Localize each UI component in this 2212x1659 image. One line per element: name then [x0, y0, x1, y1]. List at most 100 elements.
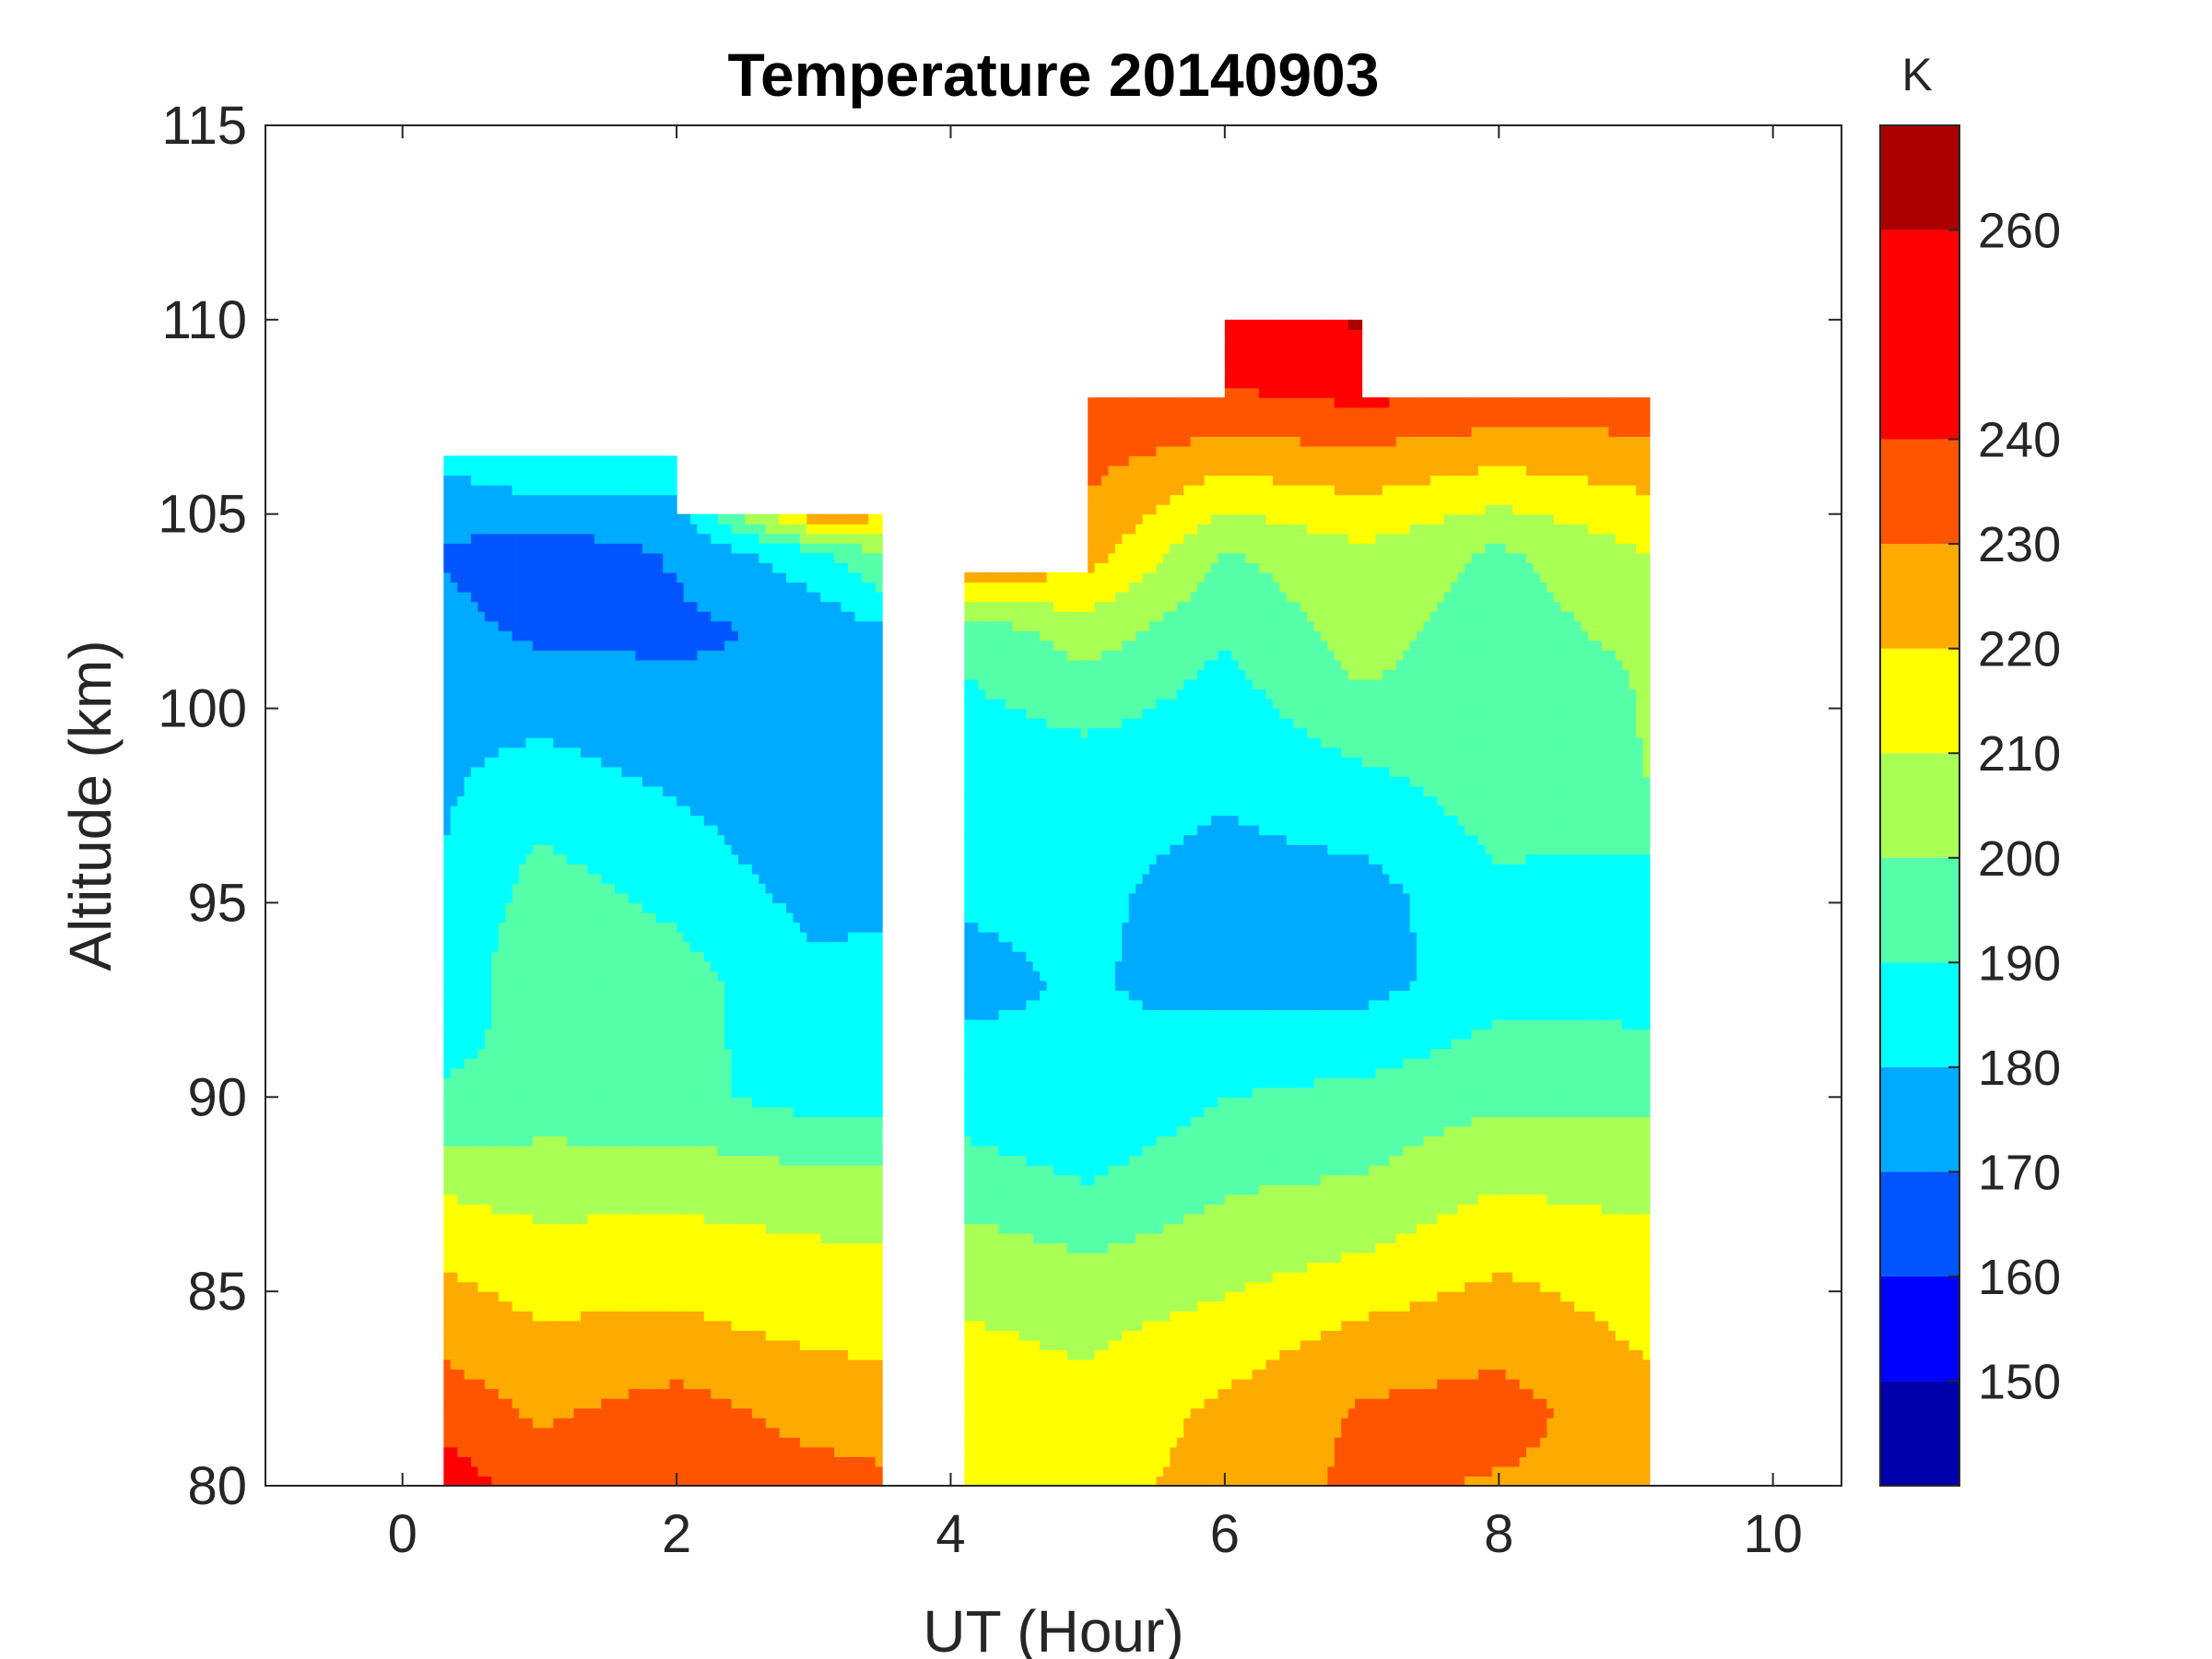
temperature-cell	[649, 1418, 657, 1429]
temperature-cell	[669, 1398, 677, 1409]
temperature-cell	[539, 1262, 547, 1273]
temperature-cell	[711, 795, 719, 806]
temperature-cell	[471, 1058, 479, 1069]
temperature-cell	[641, 1369, 650, 1380]
temperature-cell	[587, 806, 595, 817]
temperature-cell	[491, 571, 500, 583]
temperature-cell	[607, 1330, 616, 1341]
temperature-cell	[587, 718, 595, 729]
temperature-cell	[655, 533, 664, 544]
temperature-cell	[484, 737, 492, 748]
temperature-cell	[731, 902, 739, 913]
temperature-cell	[711, 1476, 719, 1486]
temperature-cell	[498, 699, 506, 710]
temperature-cell	[581, 892, 589, 904]
temperature-cell	[621, 941, 629, 952]
temperature-cell	[635, 727, 643, 738]
temperature-cell	[738, 1465, 747, 1477]
temperature-cell	[759, 678, 767, 690]
temperature-cell	[484, 1097, 492, 1108]
temperature-cell	[464, 834, 472, 845]
temperature-cell	[635, 1009, 643, 1020]
temperature-cell	[484, 1456, 492, 1467]
temperature-cell	[745, 1398, 753, 1409]
temperature-cell	[505, 571, 513, 583]
temperature-cell	[573, 1184, 582, 1195]
temperature-cell	[443, 1174, 452, 1185]
temperature-cell	[765, 844, 773, 855]
temperature-cell	[443, 571, 452, 583]
temperature-cell	[484, 1437, 492, 1448]
temperature-cell	[498, 592, 506, 603]
temperature-cell	[484, 1213, 492, 1224]
temperature-cell	[683, 1106, 691, 1117]
temperature-cell	[697, 873, 705, 884]
temperature-cell	[581, 990, 589, 1001]
temperature-cell	[711, 806, 719, 817]
temperature-cell	[450, 1242, 458, 1253]
temperature-cell	[689, 815, 698, 826]
temperature-cell	[443, 620, 452, 631]
temperature-cell	[450, 1018, 458, 1030]
temperature-cell	[519, 1262, 527, 1273]
temperature-cell	[532, 1232, 540, 1244]
temperature-cell	[683, 1232, 691, 1244]
temperature-cell	[649, 592, 657, 603]
temperature-cell	[587, 1349, 595, 1360]
temperature-cell	[607, 1165, 616, 1176]
temperature-cell	[567, 1184, 575, 1195]
temperature-cell	[751, 1300, 759, 1312]
temperature-cell	[689, 611, 698, 622]
temperature-cell	[689, 951, 698, 962]
temperature-cell	[697, 650, 705, 661]
temperature-cell	[484, 1125, 492, 1137]
temperature-cell	[615, 737, 623, 748]
temperature-cell	[525, 1165, 534, 1176]
temperature-cell	[641, 747, 650, 758]
temperature-cell	[498, 678, 506, 690]
temperature-cell	[751, 1087, 759, 1098]
temperature-cell	[525, 1446, 534, 1457]
temperature-cell	[683, 776, 691, 787]
temperature-cell	[553, 757, 561, 768]
temperature-cell	[464, 727, 472, 738]
temperature-cell	[641, 1418, 650, 1429]
temperature-cell	[573, 1018, 582, 1030]
temperature-cell	[477, 1077, 486, 1088]
temperature-cell	[491, 1184, 500, 1195]
temperature-cell	[751, 1446, 759, 1457]
temperature-cell	[525, 582, 534, 593]
temperature-cell	[745, 552, 753, 564]
temperature-cell	[553, 776, 561, 787]
temperature-cell	[519, 785, 527, 797]
temperature-cell	[601, 1369, 609, 1380]
temperature-cell	[621, 1427, 629, 1438]
temperature-cell	[587, 873, 595, 884]
temperature-cell	[711, 1349, 719, 1360]
temperature-cell	[539, 873, 547, 884]
temperature-cell	[751, 1135, 759, 1147]
temperature-cell	[629, 1029, 637, 1040]
temperature-cell	[607, 688, 616, 700]
temperature-cell	[498, 1106, 506, 1117]
temperature-cell	[587, 776, 595, 787]
temperature-cell	[738, 766, 747, 777]
temperature-cell	[641, 1437, 650, 1448]
temperature-cell	[655, 513, 664, 524]
temperature-cell	[717, 1359, 725, 1371]
temperature-cell	[450, 1116, 458, 1127]
temperature-cell	[450, 990, 458, 1001]
temperature-cell	[471, 1125, 479, 1137]
temperature-cell	[677, 747, 685, 758]
temperature-cell	[539, 494, 547, 505]
temperature-cell	[491, 1437, 500, 1448]
temperature-cell	[567, 1349, 575, 1360]
temperature-cell	[477, 533, 486, 544]
temperature-cell	[703, 1213, 712, 1224]
temperature-cell	[751, 1465, 759, 1477]
temperature-cell	[498, 1291, 506, 1302]
temperature-cell	[731, 892, 739, 904]
temperature-cell	[649, 708, 657, 719]
temperature-cell	[567, 1465, 575, 1477]
temperature-cell	[655, 708, 664, 719]
